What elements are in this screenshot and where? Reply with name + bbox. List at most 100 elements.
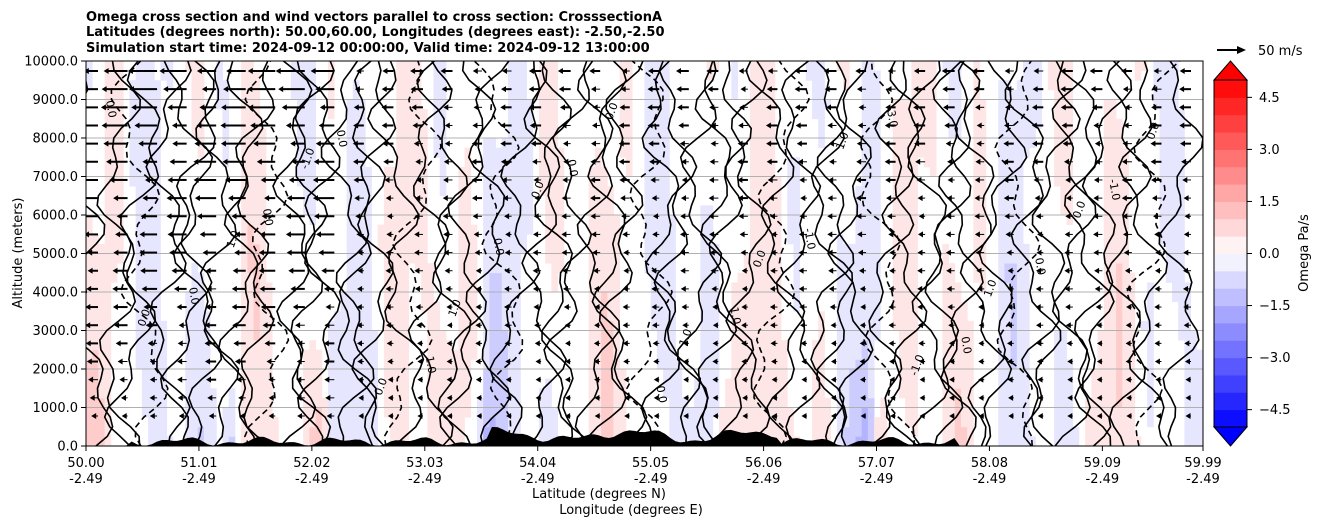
omega-cell: [836, 311, 844, 322]
wind-vector-head: [413, 140, 419, 147]
omega-cell: [706, 378, 714, 389]
omega-cell: [1116, 234, 1123, 245]
omega-cell: [1109, 224, 1117, 235]
wind-vector: [592, 104, 601, 111]
wind-vector: [414, 231, 423, 238]
omega-cell: [892, 320, 900, 331]
wind-vector: [647, 104, 660, 111]
omega-cell: [818, 118, 825, 129]
wind-vector: [532, 249, 542, 256]
omega-cell: [998, 359, 1005, 370]
omega-cell: [514, 243, 521, 254]
omega-cell: [1178, 186, 1185, 197]
omega-cell: [1023, 426, 1030, 437]
wind-vector-head: [681, 304, 687, 311]
omega-cell: [1023, 330, 1030, 341]
omega-cell: [154, 301, 161, 312]
omega-cell: [700, 397, 707, 408]
wind-vector: [288, 267, 305, 274]
omega-cell: [390, 330, 397, 341]
omega-cell: [1016, 166, 1024, 177]
omega-cell: [371, 436, 379, 446]
omega-cell: [675, 417, 683, 428]
omega-cell: [1122, 253, 1129, 264]
omega-cell: [706, 320, 714, 331]
omega-cell: [712, 349, 720, 360]
omega-cell: [1097, 349, 1105, 360]
omega-cell: [911, 388, 918, 399]
omega-cell: [359, 340, 366, 351]
omega-cell: [849, 243, 856, 254]
omega-cell: [470, 292, 478, 303]
omega-cell: [104, 70, 112, 81]
omega-cell: [408, 243, 416, 254]
wind-vector-head: [563, 158, 569, 165]
wind-vector-head: [106, 158, 112, 165]
wind-vector-head: [560, 104, 565, 111]
wind-vector-head: [506, 394, 512, 401]
omega-cell: [520, 234, 527, 245]
omega-cell: [749, 147, 757, 158]
omega-cell: [1060, 157, 1067, 168]
omega-cell: [867, 186, 875, 197]
wind-vector-head: [594, 322, 600, 329]
omega-cell: [191, 89, 199, 100]
omega-cell: [954, 369, 962, 380]
omega-cell: [92, 407, 99, 418]
wind-vector-head: [87, 267, 93, 274]
omega-cell: [874, 99, 881, 110]
omega-cell: [781, 378, 788, 389]
omega-cell: [1010, 426, 1018, 437]
omega-cell: [731, 369, 738, 380]
wind-vector: [741, 267, 748, 274]
omega-cell: [383, 388, 391, 399]
omega-cell: [303, 407, 310, 418]
omega-cell: [402, 253, 410, 264]
omega-cell: [501, 359, 509, 370]
omega-cell: [929, 99, 937, 110]
wind-vector-head: [414, 285, 420, 292]
omega-cell: [911, 99, 918, 110]
omega-cell: [309, 340, 317, 351]
omega-cell: [663, 253, 670, 264]
omega-cell: [445, 397, 453, 408]
wind-vector: [676, 86, 689, 93]
omega-cell: [743, 388, 751, 399]
omega-cell: [1196, 349, 1203, 360]
wind-vector-head: [528, 68, 534, 74]
omega-cell: [507, 80, 515, 91]
omega-cell: [607, 426, 614, 437]
omega-cell: [427, 311, 434, 322]
omega-cell: [86, 234, 93, 245]
omega-cell: [973, 272, 980, 283]
omega-cell: [247, 272, 254, 283]
omega-cell: [1016, 349, 1024, 360]
wind-vector: [222, 158, 246, 165]
omega-cell: [1159, 89, 1167, 100]
omega-cell: [135, 263, 143, 274]
omega-cell: [731, 80, 738, 91]
omega-cell: [607, 282, 614, 293]
omega-cell: [954, 407, 962, 418]
omega-cell: [359, 215, 366, 226]
omega-cell: [1060, 138, 1067, 149]
omega-cell: [905, 417, 912, 428]
wind-vector-head: [707, 86, 713, 93]
omega-cell: [296, 99, 304, 110]
omega-cell: [290, 80, 298, 91]
omega-cell: [303, 349, 310, 360]
wind-vector-head: [712, 340, 718, 347]
omega-cell: [104, 118, 112, 129]
wind-vector: [651, 304, 660, 311]
omega-cell: [731, 397, 738, 408]
omega-cell: [383, 282, 391, 293]
omega-cell: [861, 186, 869, 197]
omega-cell: [141, 243, 149, 254]
omega-cell: [911, 138, 918, 149]
omega-cell: [539, 61, 546, 72]
wind-vector: [446, 304, 453, 311]
omega-cell: [396, 272, 403, 283]
wind-vector: [177, 358, 187, 365]
omega-cell: [954, 70, 962, 81]
omega-cell: [874, 417, 881, 428]
